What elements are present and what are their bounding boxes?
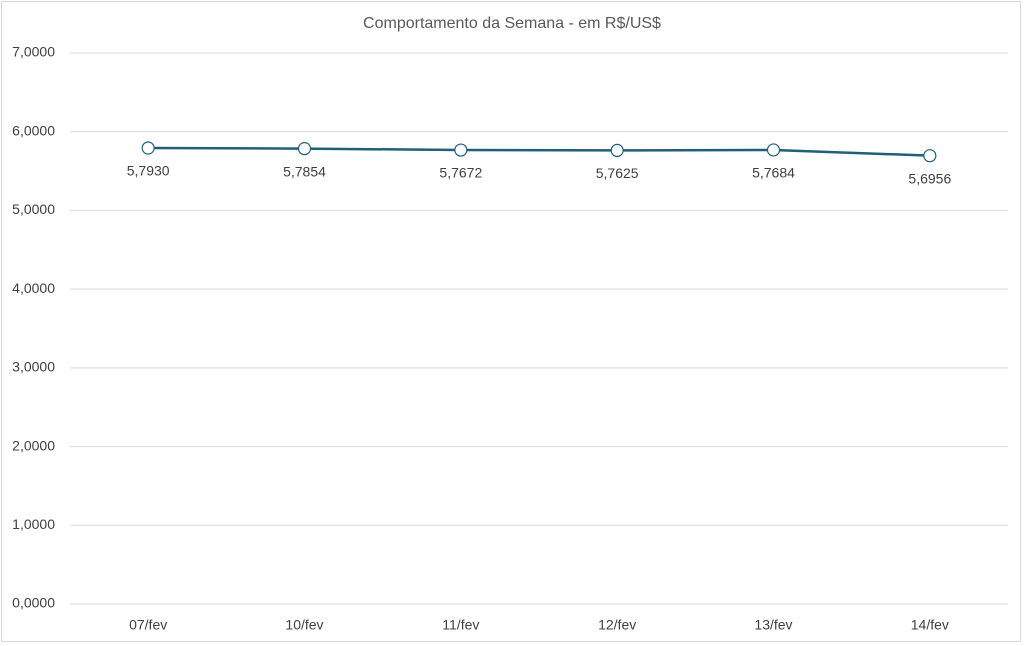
- data-label: 5,6956: [908, 170, 951, 186]
- point: [141, 141, 155, 155]
- data-label: 5,7672: [439, 165, 482, 181]
- point: [297, 142, 312, 156]
- y-tick-label: 0,0000: [12, 595, 55, 611]
- point: [454, 143, 468, 157]
- x-tick-label: 07/fev: [129, 617, 167, 633]
- data-label: 5,7854: [283, 163, 326, 179]
- chart-title: Comportamento da Semana - em R$/US$: [363, 15, 661, 32]
- y-tick-label: 1,0000: [12, 516, 55, 532]
- point: [923, 149, 937, 163]
- x-tick-label: 10/fev: [285, 617, 323, 633]
- data-label: 5,7625: [596, 165, 639, 181]
- y-tick-label: 4,0000: [12, 280, 55, 296]
- point: [610, 143, 624, 158]
- x-tick-label: 11/fev: [442, 617, 479, 633]
- y-tick-label: 7,0000: [12, 44, 55, 60]
- y-tick-label: 3,0000: [12, 359, 55, 375]
- y-tick-label: 5,0000: [12, 201, 55, 217]
- data-label: 5,7684: [752, 165, 795, 181]
- x-tick-label: 13/fev: [754, 617, 792, 633]
- x-tick-label: 12/fev: [598, 617, 636, 633]
- x-tick-label: 14/fev: [911, 617, 949, 633]
- y-tick-label: 2,0000: [12, 437, 55, 453]
- point: [766, 143, 781, 157]
- series-line: [148, 146, 930, 157]
- y-tick-label: 6,0000: [12, 122, 55, 138]
- data-label: 5,7930: [127, 163, 170, 179]
